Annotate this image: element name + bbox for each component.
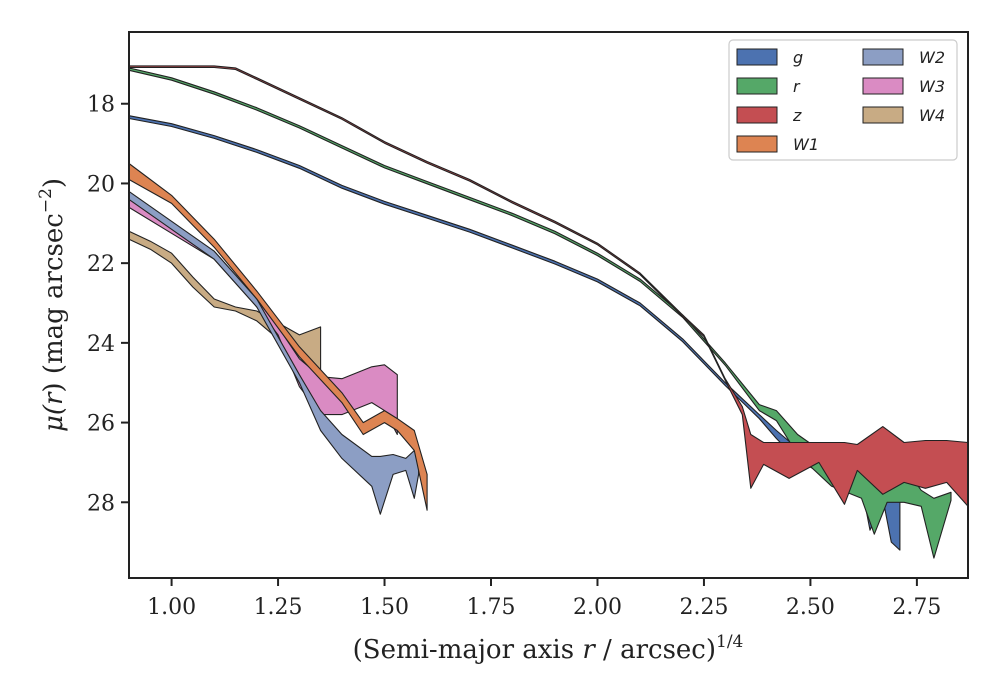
legend-box [728, 39, 958, 161]
y-tick-label: 24 [87, 332, 115, 357]
legend-swatch-g [736, 48, 778, 66]
x-tick-label: 1.00 [147, 595, 196, 620]
x-tick-label: 2.00 [573, 595, 622, 620]
y-tick-label: 28 [87, 491, 115, 516]
legend-swatch-z [736, 106, 778, 124]
legend-swatch-w2 [862, 48, 904, 66]
legend: grz W1 W2 W3 W4 [728, 39, 958, 161]
x-tick-label: 1.25 [254, 595, 303, 620]
x-tick-label: 2.25 [679, 595, 728, 620]
legend-label-w4: W4 [919, 106, 945, 125]
x-axis-label: (Semi-major axis r / arcsec)1/4 [353, 632, 744, 665]
band-r [128, 67, 952, 559]
y-tick-label: 20 [87, 172, 115, 197]
legend-label-w1: W1 [793, 135, 819, 154]
legend-swatch-r [736, 77, 778, 95]
y-tick-label: 26 [87, 412, 115, 437]
legend-label-w2: W2 [919, 48, 945, 67]
band-w1 [128, 162, 428, 511]
y-tick-label: 22 [87, 252, 115, 277]
legend-label-w3: W3 [919, 77, 945, 96]
legend-label-g: g [793, 48, 803, 67]
legend-label-r: r [793, 77, 801, 96]
legend-swatch-w3 [862, 77, 904, 95]
legend-swatch-w4 [862, 106, 904, 124]
x-tick-label: 2.75 [892, 595, 941, 620]
legend-swatch-w1 [736, 135, 778, 153]
y-tick-label: 18 [87, 93, 115, 118]
x-tick-label: 1.50 [360, 595, 409, 620]
band-w2 [128, 190, 420, 515]
axes: 1.00 1.25 1.50 1.75 2.00 2.25 2.50 2.75 18 20 22 24… [87, 93, 941, 620]
x-tick-label: 2.50 [786, 595, 835, 620]
band-g [128, 115, 901, 551]
x-tick-label: 1.75 [467, 595, 516, 620]
y-axis-label: μ(r) (mag arcsec−2) [36, 178, 69, 432]
plot-frame [128, 31, 969, 579]
legend-label-z: z [792, 106, 802, 125]
